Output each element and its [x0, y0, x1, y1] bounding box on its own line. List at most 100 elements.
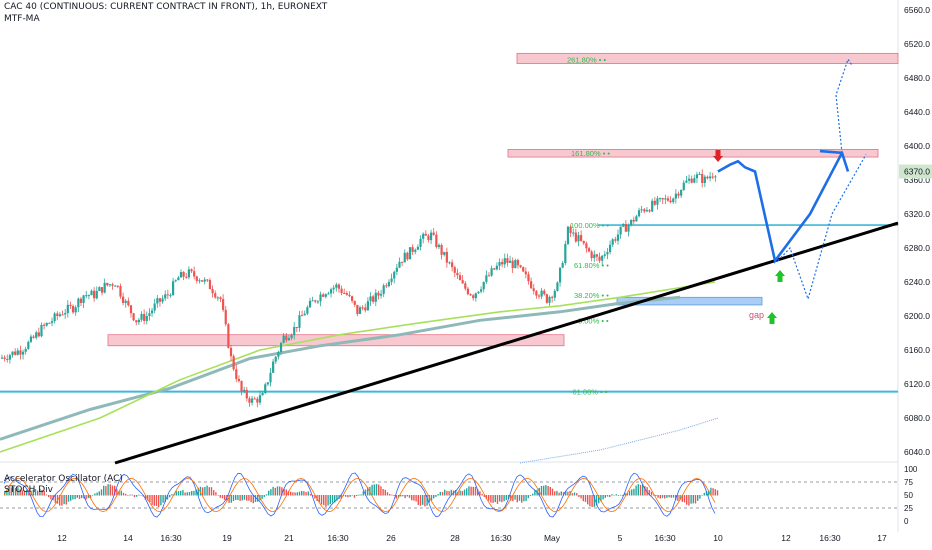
candle-body: [593, 254, 596, 259]
candle-body: [498, 262, 501, 266]
candle-body: [179, 272, 183, 278]
candle-body: [69, 304, 72, 307]
oscillator-bar: [122, 492, 125, 496]
stoch-div-label[interactable]: STOCH Div: [4, 485, 53, 495]
y-tick-label: 6520.0: [904, 39, 930, 49]
oscillator-bar: [576, 493, 578, 496]
candle-body: [606, 252, 609, 255]
candle-body: [8, 355, 11, 360]
fib-label: 0.00% • •: [578, 316, 609, 325]
oscillator-bar: [408, 495, 411, 498]
candle-body: [630, 219, 633, 225]
candle-body: [619, 226, 622, 235]
candle-body: [703, 176, 706, 183]
oscillator-bar: [263, 495, 265, 497]
candle-body: [411, 247, 414, 252]
candle-body: [687, 178, 691, 181]
oscillator-bar: [523, 495, 525, 502]
oscillator-bar: [241, 495, 243, 501]
candle-body: [269, 372, 272, 383]
fib-label: 38.20% • •: [574, 291, 609, 300]
candle-body: [227, 324, 230, 348]
candle-body: [82, 295, 85, 303]
oscillator-bar: [694, 495, 697, 504]
oscillator-bar: [437, 494, 439, 496]
candle-body: [61, 314, 64, 316]
oscillator-bar: [710, 487, 712, 496]
candle-body: [553, 290, 556, 298]
candle-body: [424, 233, 427, 236]
oscillator-bar: [639, 484, 642, 496]
candle-body: [77, 298, 80, 308]
candle-body: [680, 189, 683, 196]
candle-body: [535, 291, 538, 296]
candle-body: [335, 284, 338, 288]
gap-label: gap: [749, 310, 764, 320]
oscillator-bar: [659, 495, 661, 499]
candle-body: [48, 322, 51, 324]
oscillator-bar: [243, 495, 246, 500]
ma-line-blue: [519, 417, 719, 464]
oscillator-bar: [294, 492, 296, 496]
oscillator-bar: [606, 495, 609, 497]
candle-body: [214, 293, 217, 298]
candle-body: [495, 265, 498, 270]
candle-body: [164, 294, 167, 299]
oscillator-bar: [582, 495, 584, 502]
x-tick-label: 10: [713, 533, 723, 543]
oscillator-bar: [670, 495, 672, 498]
oscillator-bar: [622, 495, 624, 496]
candle-body: [216, 297, 219, 299]
candle-body: [429, 232, 433, 241]
candle-body: [661, 198, 664, 200]
oscillator-bar: [147, 495, 149, 501]
oscillator-bar: [705, 491, 708, 496]
candle-body: [648, 210, 651, 212]
candle-body: [366, 301, 369, 311]
candle-body: [590, 251, 593, 259]
fib-label: 100.00% • •: [570, 221, 609, 230]
candle-body: [451, 262, 454, 268]
fib-label: 161.80% • •: [571, 149, 610, 158]
oscillator-bar: [21, 490, 23, 496]
oscillator-bar: [481, 493, 483, 496]
candle-body: [116, 285, 119, 287]
oscillator-label[interactable]: Accelerator Oscillator (AC): [4, 474, 123, 484]
oscillator-bar: [292, 492, 294, 496]
oscillator-bar: [120, 490, 122, 496]
oscillator-bar: [309, 494, 312, 496]
oscillator-bar: [166, 495, 169, 500]
x-tick-label: 21: [284, 533, 294, 543]
oscillator-bar: [371, 484, 373, 496]
oscillator-bar: [496, 495, 499, 504]
oscillator-bar: [103, 485, 105, 496]
fib-label: 261.80% • •: [567, 55, 606, 64]
candle-body: [145, 316, 148, 321]
oscillator-bar: [45, 494, 48, 496]
candle-body: [6, 358, 9, 360]
candle-body: [193, 271, 196, 277]
stoch-d-line: [3, 477, 716, 513]
candle-body: [393, 271, 396, 279]
indicator-label[interactable]: MTF-MA: [4, 14, 40, 24]
oscillator-bar: [692, 495, 694, 504]
candle-body: [372, 296, 375, 302]
candles-group: [0, 169, 717, 408]
candle-body: [664, 198, 667, 200]
oscillator-bar: [325, 495, 327, 507]
candle-body: [640, 209, 643, 211]
candle-body: [356, 304, 359, 314]
oscillator-bar: [199, 486, 202, 496]
oscillator-bar: [419, 495, 422, 506]
oscillator-bar: [571, 493, 573, 496]
oscillator-bar: [534, 489, 536, 496]
candle-body: [587, 248, 591, 252]
candle-body: [524, 271, 527, 275]
candle-body: [540, 290, 543, 297]
oscillator-bar: [688, 495, 690, 506]
oscillator-bar: [527, 495, 529, 499]
oscillator-bar: [39, 488, 41, 496]
oscillator-bar: [329, 495, 331, 505]
candle-body: [240, 381, 243, 392]
